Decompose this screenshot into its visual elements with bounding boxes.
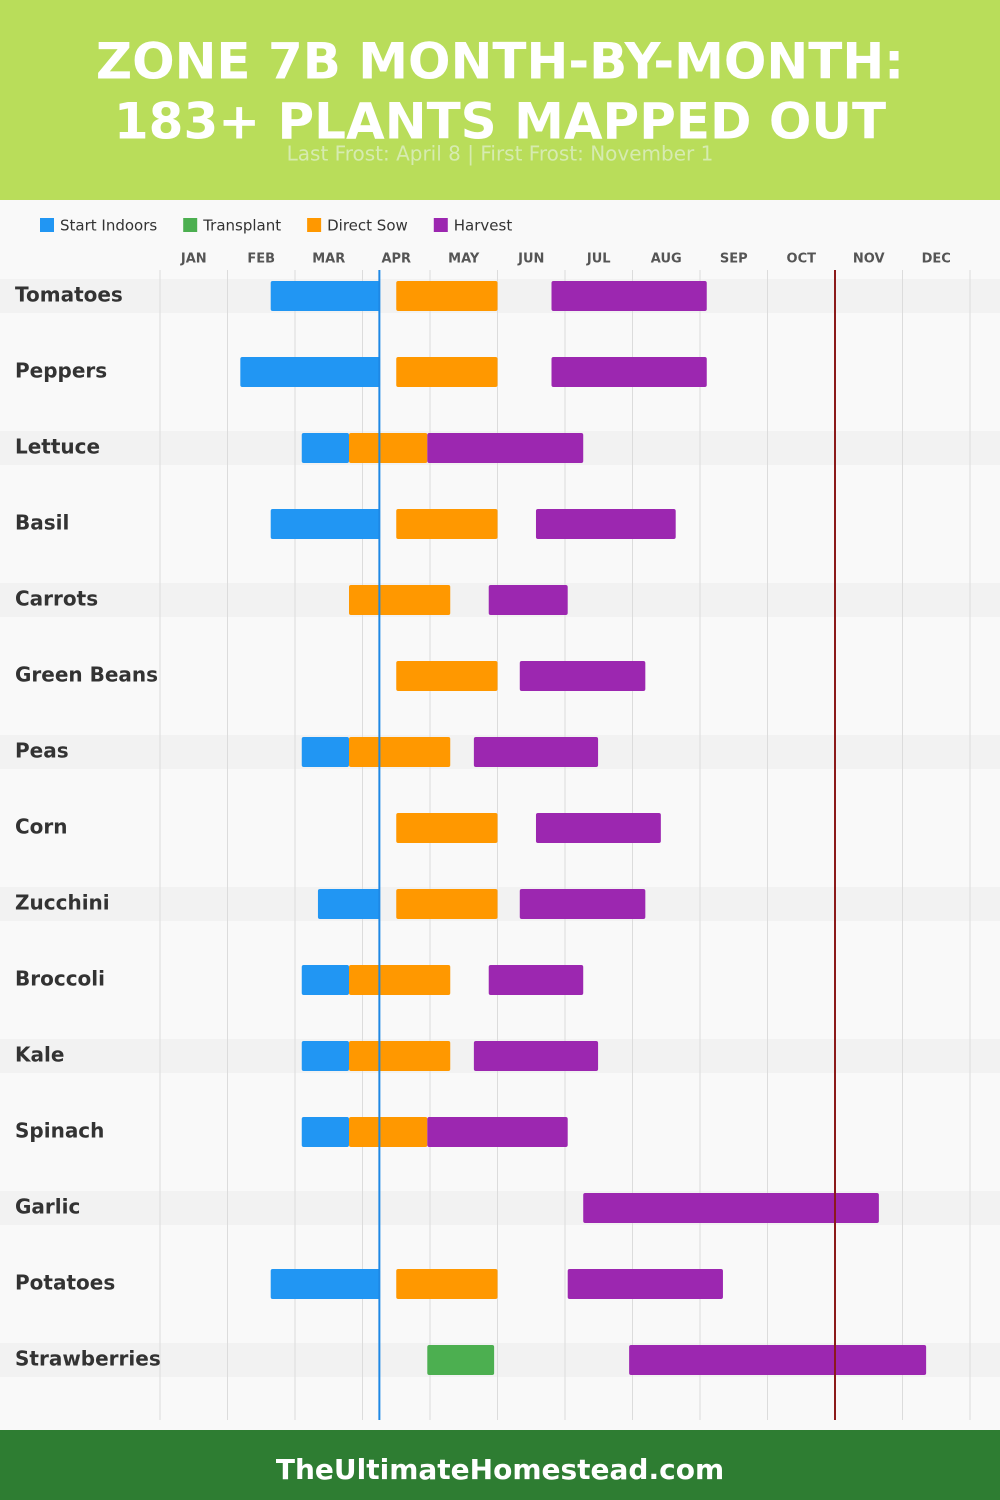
x-tick-label: JUN — [517, 252, 544, 267]
bar — [301, 1117, 349, 1147]
x-tick-label: JUL — [586, 252, 611, 267]
bar — [535, 813, 661, 843]
row-label: Carrots — [15, 587, 98, 611]
bar — [349, 1041, 451, 1071]
header-bg — [0, 0, 1000, 200]
bar — [270, 1269, 381, 1299]
title-line: ZONE 7B MONTH-BY-MONTH: — [96, 33, 904, 91]
bar — [473, 1041, 599, 1071]
bar — [551, 281, 707, 311]
bar — [349, 585, 451, 615]
footer-text: TheUltimateHomestead.com — [276, 1453, 724, 1486]
bar — [301, 737, 349, 767]
bar — [488, 965, 584, 995]
legend-swatch — [307, 218, 322, 232]
bar — [301, 1041, 349, 1071]
row-label: Lettuce — [15, 435, 100, 459]
x-tick-label: FEB — [247, 252, 275, 267]
footer-bg — [0, 1430, 1000, 1500]
row-band — [0, 887, 1000, 921]
legend-swatch — [183, 218, 198, 232]
bar — [396, 1269, 498, 1299]
row-label: Zucchini — [15, 891, 110, 915]
row-label: Garlic — [15, 1195, 80, 1219]
legend-swatch — [40, 218, 54, 232]
bar — [349, 433, 428, 463]
bar — [488, 585, 568, 615]
row-label: Green Beans — [15, 663, 158, 687]
x-tick-label: AUG — [651, 252, 682, 267]
row-label: Corn — [15, 815, 68, 839]
row-band — [0, 279, 1000, 313]
bar — [396, 813, 498, 843]
bar — [301, 433, 349, 463]
legend-label: Direct Sow — [327, 217, 408, 235]
legend-label: Transplant — [202, 217, 281, 235]
x-tick-label: JAN — [180, 252, 207, 267]
row-label: Potatoes — [15, 1271, 115, 1295]
row-label: Basil — [15, 511, 69, 535]
row-label: Spinach — [15, 1119, 104, 1143]
bar — [473, 737, 599, 767]
bar — [396, 889, 498, 919]
bar — [349, 965, 451, 995]
bar — [567, 1269, 723, 1299]
bar — [396, 281, 498, 311]
bar — [427, 1117, 568, 1147]
bar — [396, 661, 498, 691]
bar — [583, 1193, 879, 1223]
row-label: Strawberries — [15, 1347, 161, 1371]
bar — [519, 661, 646, 691]
bar — [427, 433, 584, 463]
x-tick-label: NOV — [853, 252, 885, 267]
row-label: Peas — [15, 739, 69, 763]
chart-bg — [0, 200, 1000, 1430]
x-tick-label: OCT — [787, 252, 817, 267]
title-line: 183+ PLANTS MAPPED OUT — [114, 93, 886, 151]
x-tick-label: APR — [381, 252, 411, 267]
row-label: Kale — [15, 1043, 64, 1067]
bar — [396, 509, 498, 539]
bar — [427, 1345, 495, 1375]
bar — [270, 281, 381, 311]
row-label: Broccoli — [15, 967, 105, 991]
bar — [396, 357, 498, 387]
bar — [317, 889, 381, 919]
row-label: Tomatoes — [15, 283, 123, 307]
row-label: Peppers — [15, 359, 107, 383]
x-tick-label: MAR — [312, 252, 345, 267]
legend-swatch — [433, 218, 448, 232]
bar — [240, 357, 381, 387]
x-tick-label: DEC — [922, 252, 951, 267]
bar — [301, 965, 349, 995]
bar — [629, 1345, 927, 1375]
bar — [535, 509, 676, 539]
bar — [349, 1117, 428, 1147]
bar — [270, 509, 381, 539]
subtitle: Last Frost: April 8 | First Frost: Novem… — [287, 142, 714, 166]
legend-label: Start Indoors — [60, 217, 157, 235]
legend-label: Harvest — [454, 217, 513, 235]
bar — [349, 737, 451, 767]
bar — [519, 889, 646, 919]
bar — [551, 357, 707, 387]
x-tick-label: MAY — [448, 252, 480, 267]
x-tick-label: SEP — [720, 252, 748, 267]
